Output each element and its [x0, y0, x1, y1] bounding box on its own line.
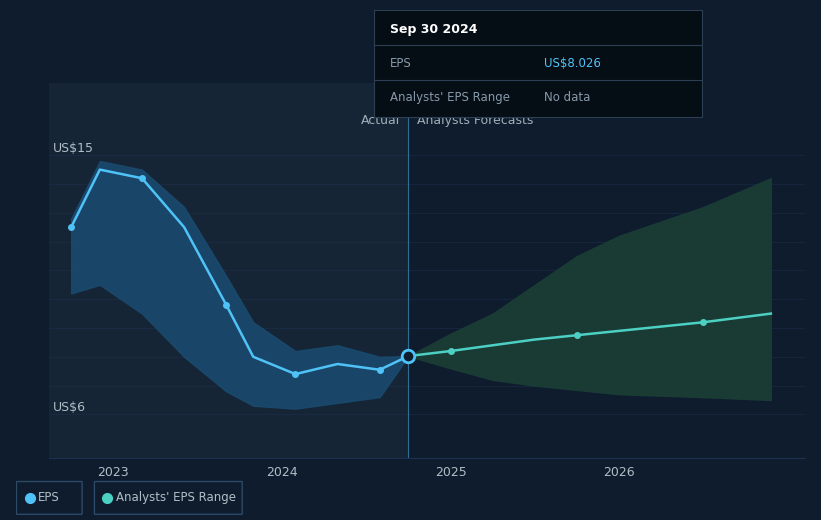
FancyBboxPatch shape [16, 482, 82, 514]
Text: Analysts' EPS Range: Analysts' EPS Range [390, 92, 510, 105]
Text: No data: No data [544, 92, 590, 105]
Text: EPS: EPS [390, 57, 411, 70]
Text: Sep 30 2024: Sep 30 2024 [390, 23, 478, 36]
Bar [49, 83, 408, 458]
FancyBboxPatch shape [94, 482, 242, 514]
Text: EPS: EPS [38, 491, 59, 504]
Text: Actual: Actual [360, 114, 400, 127]
Text: US$6: US$6 [53, 401, 85, 414]
Text: Analysts' EPS Range: Analysts' EPS Range [116, 491, 236, 504]
Text: US$15: US$15 [53, 142, 94, 155]
Bar [408, 83, 805, 458]
Text: Analysts Forecasts: Analysts Forecasts [417, 114, 533, 127]
Text: US$8.026: US$8.026 [544, 57, 601, 70]
